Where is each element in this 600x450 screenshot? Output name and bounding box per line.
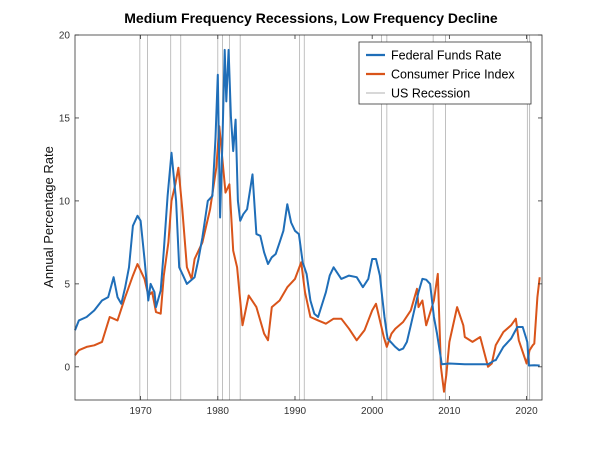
series-lines <box>74 48 541 393</box>
plot-frame <box>74 34 543 401</box>
y-tick-label: 20 <box>59 31 71 42</box>
y-tick-label: 10 <box>59 196 71 207</box>
chart-title: Medium Frequency Recessions, Low Frequen… <box>124 10 498 26</box>
y-tick-label: 5 <box>64 279 70 290</box>
x-axis: 1970 1980 1990 2000 2010 2020 <box>129 35 538 417</box>
x-tick-label: 1970 <box>129 406 152 417</box>
y-tick-label: 15 <box>59 113 71 124</box>
legend: Federal Funds Rate Consumer Price Index US… <box>358 41 532 105</box>
x-tick-label: 2020 <box>515 406 538 417</box>
x-tick-label: 1990 <box>284 406 307 417</box>
y-axis: 0 5 10 15 20 <box>59 31 542 373</box>
y-tick-label: 0 <box>64 362 70 373</box>
y-axis-label: Annual Percentage Rate <box>41 146 56 288</box>
legend-label: Federal Funds Rate <box>391 49 502 63</box>
series-line-consumer-price-index <box>74 125 541 393</box>
legend-label: Consumer Price Index <box>391 68 515 82</box>
x-tick-label: 2010 <box>438 406 461 417</box>
series-line-federal-funds-rate <box>74 48 540 367</box>
legend-label: US Recession <box>391 87 470 101</box>
x-tick-label: 2000 <box>361 406 384 417</box>
legend-box <box>358 41 532 105</box>
x-tick-label: 1980 <box>207 406 230 417</box>
